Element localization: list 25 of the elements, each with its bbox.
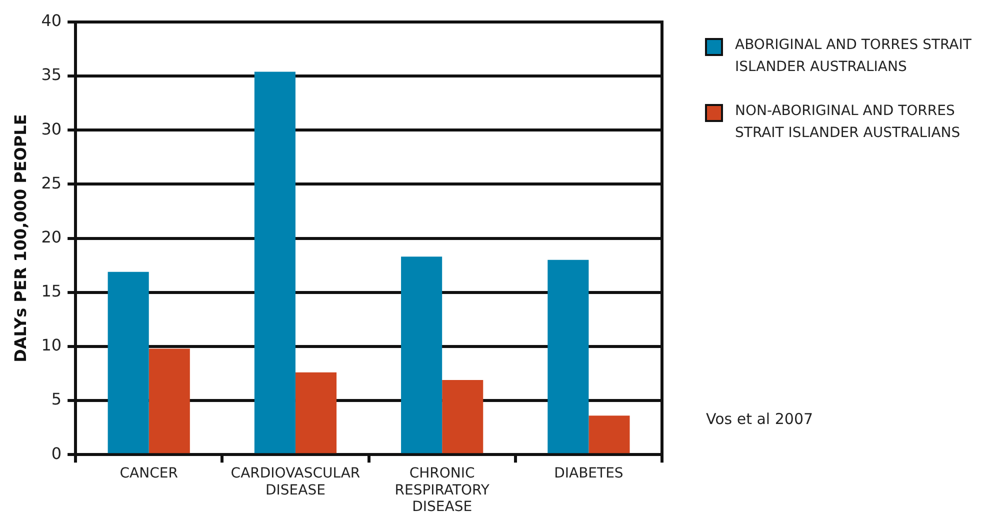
x-tick-label: CARDIOVASCULAR DISEASE	[230, 466, 360, 498]
y-tick-label: 10	[41, 336, 62, 355]
y-tick-label: 30	[41, 119, 62, 138]
text: Vos et al 2007	[706, 410, 814, 428]
y-tick-label: 0	[51, 444, 62, 463]
y-tick-label: 15	[41, 282, 62, 301]
y-tick-label: 35	[41, 65, 62, 84]
bar	[148, 348, 190, 454]
legend-label: ABORIGINAL AND TORRES STRAIT ISLANDER AUSTRALIANS	[735, 36, 972, 77]
y-tick-label: 20	[41, 227, 62, 246]
y-tick-label: 25	[41, 173, 62, 192]
bar	[108, 272, 149, 454]
x-tick-label: DIABETES	[554, 466, 624, 482]
bar	[588, 416, 630, 454]
bar	[295, 372, 337, 454]
legend-label: NON-ABORIGINAL AND TORRES STRAIT ISLANDER AUSTRALIANS	[735, 102, 962, 143]
y-axis-title: DALYs PER 100,000 PEOPLE	[10, 114, 30, 362]
x-tick-label: CHRONIC RESPIRATORY DISEASE	[394, 466, 490, 516]
y-tick-label: 5	[51, 390, 62, 409]
bar	[442, 380, 484, 454]
bar	[548, 260, 589, 454]
x-tick-label: CANCER	[120, 466, 178, 482]
bar	[254, 72, 296, 454]
bar	[401, 256, 442, 454]
y-tick-label: 40	[41, 11, 62, 30]
